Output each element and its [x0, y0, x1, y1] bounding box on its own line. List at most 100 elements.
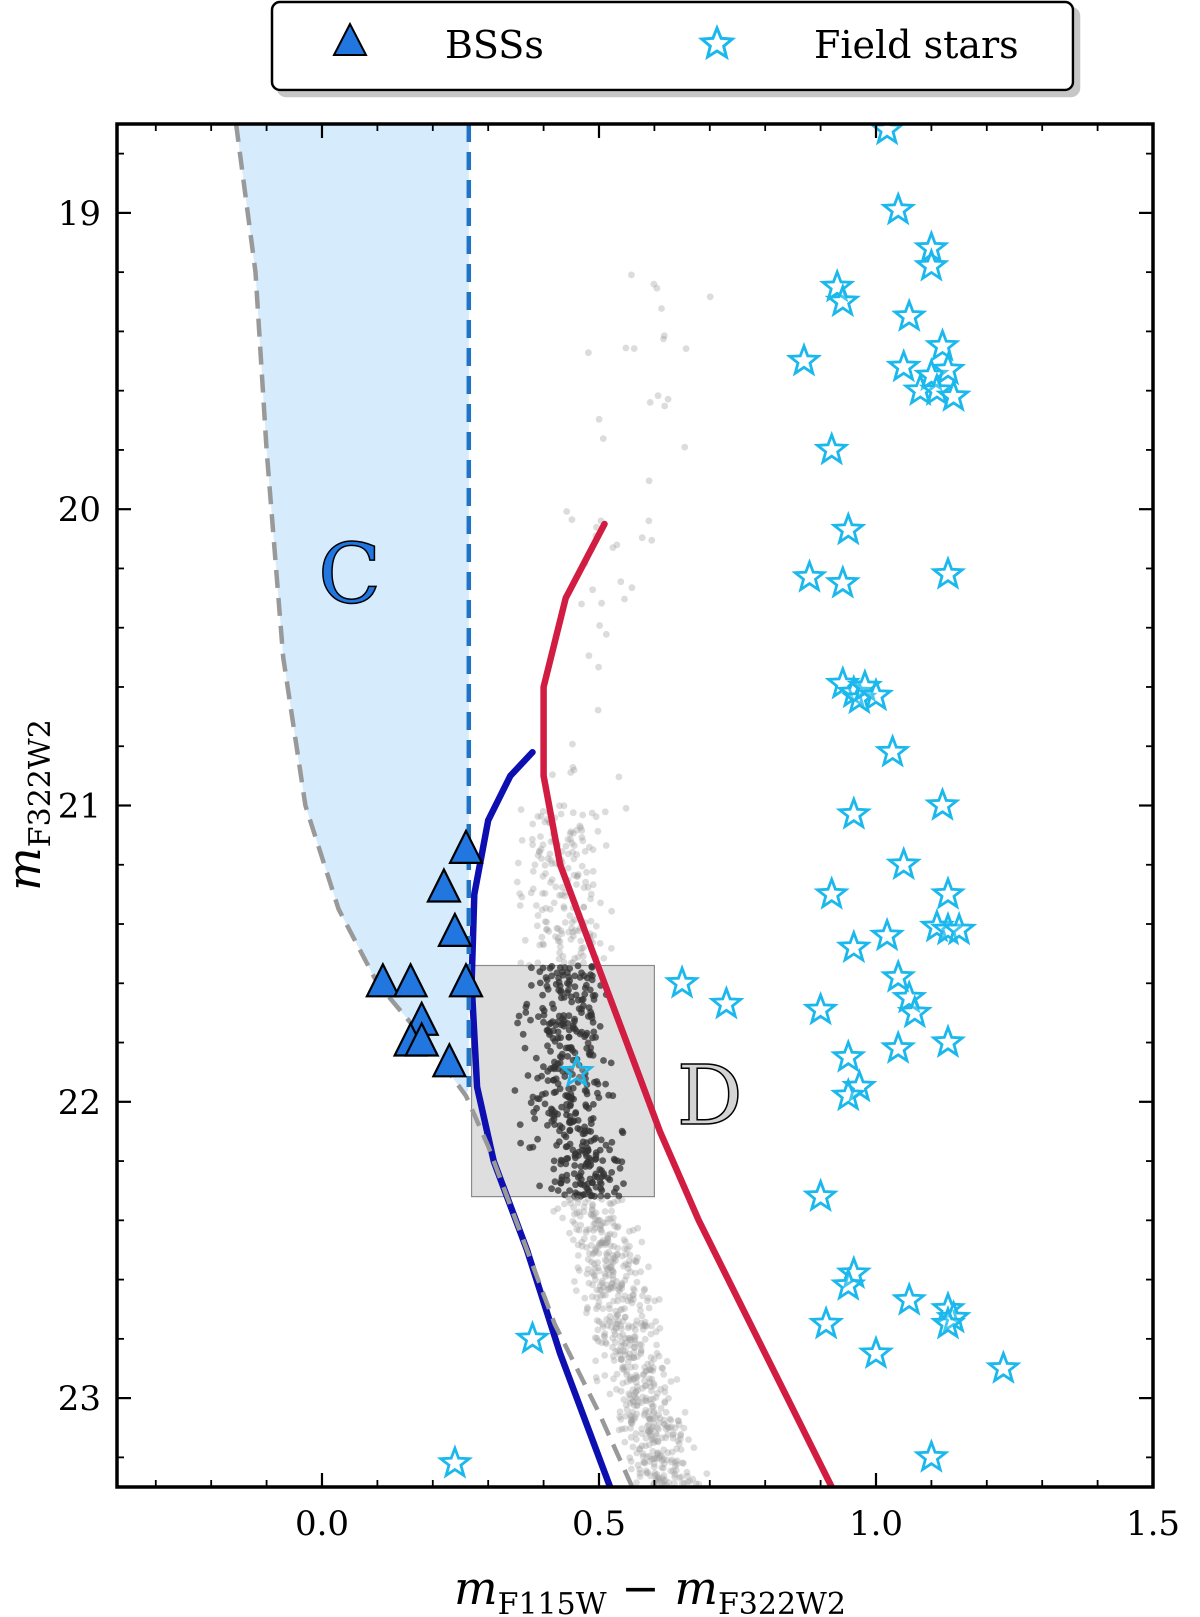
- background-point: [574, 954, 582, 961]
- background-point: [605, 1301, 613, 1309]
- background-point: [630, 1354, 638, 1362]
- background-point: [638, 1442, 646, 1450]
- background-point: [529, 820, 537, 828]
- background-point: [539, 873, 547, 880]
- background-point: [623, 1378, 631, 1386]
- background-point: [553, 1141, 560, 1149]
- background-point: [624, 1265, 632, 1272]
- background-point: [599, 1157, 607, 1164]
- field-star-point: [924, 327, 961, 362]
- background-point: [637, 1307, 644, 1314]
- background-point: [550, 1089, 558, 1096]
- background-point: [632, 1394, 640, 1401]
- background-point: [678, 1473, 685, 1481]
- background-point: [534, 959, 542, 967]
- background-point: [607, 1323, 615, 1331]
- background-point: [606, 1264, 613, 1272]
- background-point: [584, 1256, 592, 1263]
- background-point: [645, 477, 653, 485]
- background-point: [630, 1392, 638, 1399]
- background-point: [590, 1260, 598, 1267]
- background-point: [650, 1420, 658, 1427]
- background-point: [677, 1432, 684, 1439]
- background-point: [573, 873, 581, 880]
- background-point: [556, 1042, 564, 1050]
- background-point: [639, 1371, 647, 1378]
- background-point: [673, 1492, 680, 1499]
- background-point: [620, 1341, 628, 1349]
- background-point: [563, 1101, 570, 1108]
- background-point: [698, 1491, 705, 1498]
- background-point: [613, 1224, 621, 1231]
- background-point: [632, 1436, 640, 1443]
- background-point: [673, 1376, 681, 1383]
- background-point: [559, 968, 566, 976]
- background-point: [620, 1236, 628, 1244]
- background-point: [632, 1326, 639, 1334]
- background-point: [602, 1239, 610, 1247]
- background-point: [558, 930, 566, 938]
- background-point: [566, 912, 574, 919]
- background-point: [595, 1267, 603, 1275]
- background-point: [572, 991, 580, 999]
- background-point: [680, 1460, 687, 1467]
- background-point: [594, 706, 602, 714]
- background-point: [659, 1474, 666, 1482]
- background-point: [608, 1280, 616, 1287]
- background-point: [556, 938, 564, 945]
- background-point: [607, 1284, 614, 1292]
- background-point: [610, 1284, 617, 1292]
- background-point: [633, 1395, 640, 1402]
- background-point: [647, 1432, 655, 1440]
- field-star-point: [913, 247, 950, 282]
- background-point: [647, 1366, 655, 1374]
- background-point: [539, 940, 547, 948]
- background-point: [623, 1368, 630, 1376]
- background-point: [555, 955, 563, 963]
- background-point: [574, 1117, 582, 1124]
- background-point: [627, 1424, 634, 1432]
- background-point: [656, 1451, 664, 1459]
- background-point: [565, 1012, 573, 1020]
- background-point: [593, 1244, 600, 1252]
- background-point: [640, 1286, 648, 1294]
- background-point: [629, 1386, 637, 1394]
- background-point: [609, 1334, 617, 1342]
- background-point: [662, 1425, 670, 1433]
- background-point: [574, 996, 582, 1004]
- background-point: [610, 1214, 617, 1222]
- background-point: [567, 1090, 575, 1098]
- background-point: [609, 1276, 617, 1283]
- background-point: [585, 1225, 593, 1233]
- background-point: [618, 1284, 626, 1292]
- background-point: [626, 1395, 634, 1403]
- background-point: [592, 1248, 600, 1256]
- background-point: [637, 1350, 645, 1358]
- background-point: [670, 1430, 677, 1437]
- field-star-point: [885, 845, 922, 881]
- background-point: [602, 1340, 610, 1347]
- background-point: [541, 918, 549, 925]
- background-point: [647, 1426, 655, 1433]
- background-point: [655, 1425, 662, 1433]
- background-point: [652, 1414, 660, 1421]
- background-point: [653, 1349, 661, 1357]
- background-point: [627, 1296, 635, 1304]
- background-point: [644, 1469, 652, 1477]
- background-point: [660, 1370, 668, 1378]
- background-point: [596, 1225, 604, 1232]
- background-point: [588, 1206, 596, 1213]
- background-point: [616, 1351, 623, 1359]
- background-point: [543, 976, 551, 984]
- background-point: [628, 1413, 635, 1421]
- background-point: [669, 1493, 676, 1500]
- bss-point: [448, 828, 484, 865]
- background-point: [621, 1313, 629, 1321]
- background-point: [662, 1408, 670, 1416]
- background-point: [597, 1136, 605, 1144]
- background-point: [518, 893, 526, 901]
- background-point: [661, 1398, 669, 1406]
- background-point: [564, 850, 572, 858]
- blue-isochrone-line: [468, 748, 614, 1487]
- background-point: [661, 1476, 669, 1484]
